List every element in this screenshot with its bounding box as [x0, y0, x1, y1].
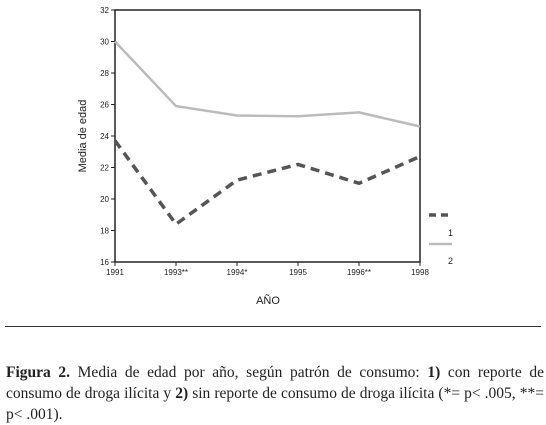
y-tick-label: 28	[100, 69, 109, 78]
caption-key-2: 2)	[175, 384, 189, 402]
x-axis: 1991 1993** 1994* 1995 1996** 1998	[106, 262, 429, 277]
caption-divider	[5, 326, 541, 327]
x-tick-label: 1991	[106, 268, 124, 277]
legend-label-series-2: 2	[448, 256, 453, 266]
y-tick-label: 22	[100, 164, 109, 173]
y-tick-label: 24	[100, 132, 109, 141]
caption-text-2: con reporte de consumo de droga ilícita …	[6, 363, 544, 402]
series-layer	[113, 40, 421, 227]
y-tick-label: 32	[100, 6, 109, 15]
figure-caption: Figura 2. Media de edad por año, según p…	[6, 362, 544, 425]
y-axis: 16 18 20 22 24 26 28 30 32	[100, 6, 115, 267]
figure-label: Figura 2.	[6, 363, 71, 381]
x-axis-title: AÑO	[256, 294, 280, 307]
plot-frame	[114, 9, 421, 263]
y-axis-title: Media de edad	[77, 100, 89, 173]
legend-label-series-1: 1	[448, 228, 453, 238]
y-tick-label: 20	[100, 195, 109, 204]
x-tick-label: 1993**	[164, 268, 188, 277]
series-line-1	[113, 139, 421, 227]
legend: 1 2	[429, 213, 453, 266]
series-line-2	[114, 40, 421, 128]
y-tick-label: 26	[100, 101, 109, 110]
y-tick-label: 18	[100, 227, 109, 236]
caption-key-1: 1)	[427, 363, 441, 381]
x-tick-label: 1996**	[347, 268, 371, 277]
caption-text-3: sin reporte de consumo de droga ilícita …	[6, 384, 544, 423]
y-tick-label: 16	[100, 258, 109, 267]
caption-text-1: Media de edad por año, según patrón de c…	[70, 363, 428, 381]
x-tick-label: 1995	[289, 268, 307, 277]
x-tick-label: 1998	[411, 268, 429, 277]
y-tick-label: 30	[100, 38, 109, 47]
x-tick-label: 1994*	[227, 268, 248, 277]
